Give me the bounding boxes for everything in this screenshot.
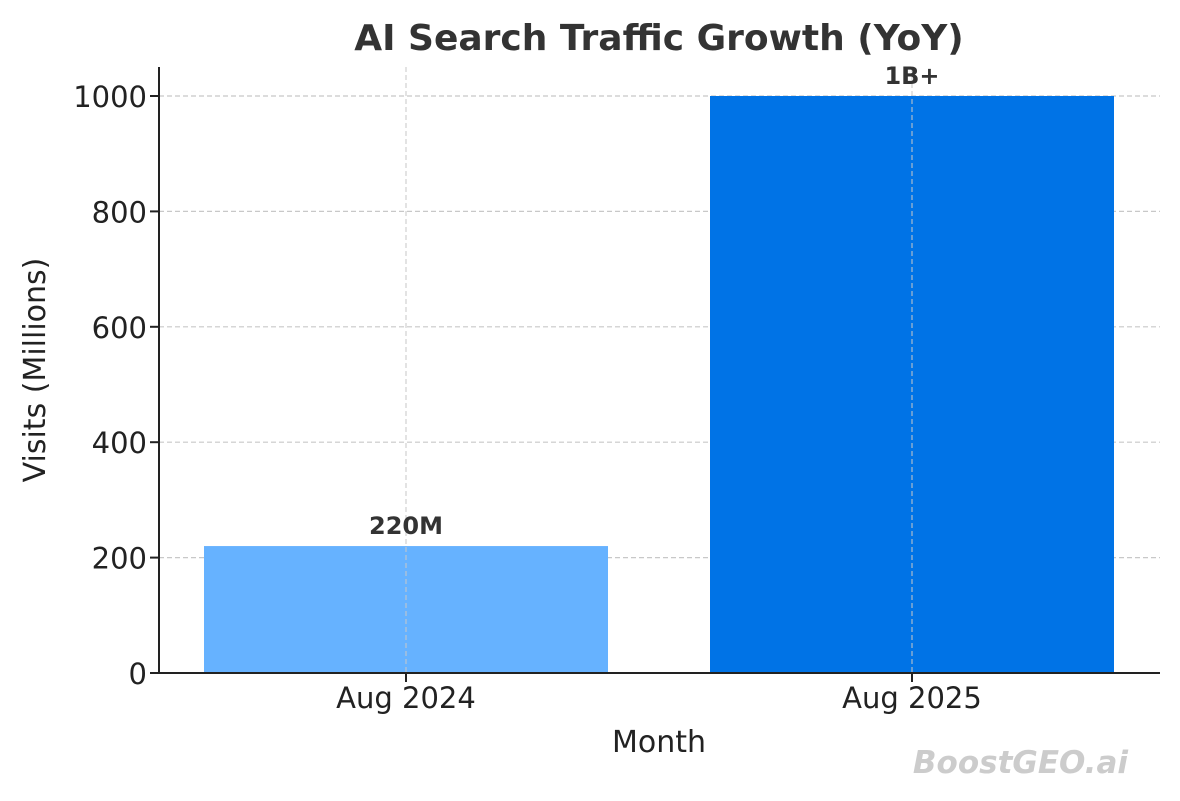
y-ticks: 0 200 400 600 800 1000 bbox=[73, 80, 159, 691]
y-tick-label: 200 bbox=[92, 542, 147, 576]
bar bbox=[710, 96, 1114, 673]
y-tick-label: 400 bbox=[92, 426, 147, 460]
data-labels: 220M 1B+ bbox=[369, 62, 940, 540]
chart-title: AI Search Traffic Growth (YoY) bbox=[354, 18, 964, 59]
x-tick-label: Aug 2025 bbox=[842, 681, 982, 715]
bars bbox=[204, 96, 1114, 673]
y-axis-title: Visits (Millions) bbox=[18, 258, 53, 483]
vertical-grid bbox=[405, 67, 913, 673]
x-tick-label: Aug 2024 bbox=[336, 681, 476, 715]
axes bbox=[158, 67, 1160, 674]
bar-value-label: 220M bbox=[369, 512, 443, 540]
y-tick-label: 800 bbox=[92, 195, 147, 229]
bar-value-label: 1B+ bbox=[884, 62, 939, 90]
x-axis-title: Month bbox=[612, 725, 706, 760]
y-tick-label: 600 bbox=[92, 311, 147, 345]
x-ticks: Aug 2024 Aug 2025 bbox=[336, 673, 982, 715]
y-tick-label: 0 bbox=[129, 657, 147, 691]
watermark: BoostGEO.ai bbox=[913, 745, 1128, 781]
y-tick-label: 1000 bbox=[73, 80, 147, 114]
